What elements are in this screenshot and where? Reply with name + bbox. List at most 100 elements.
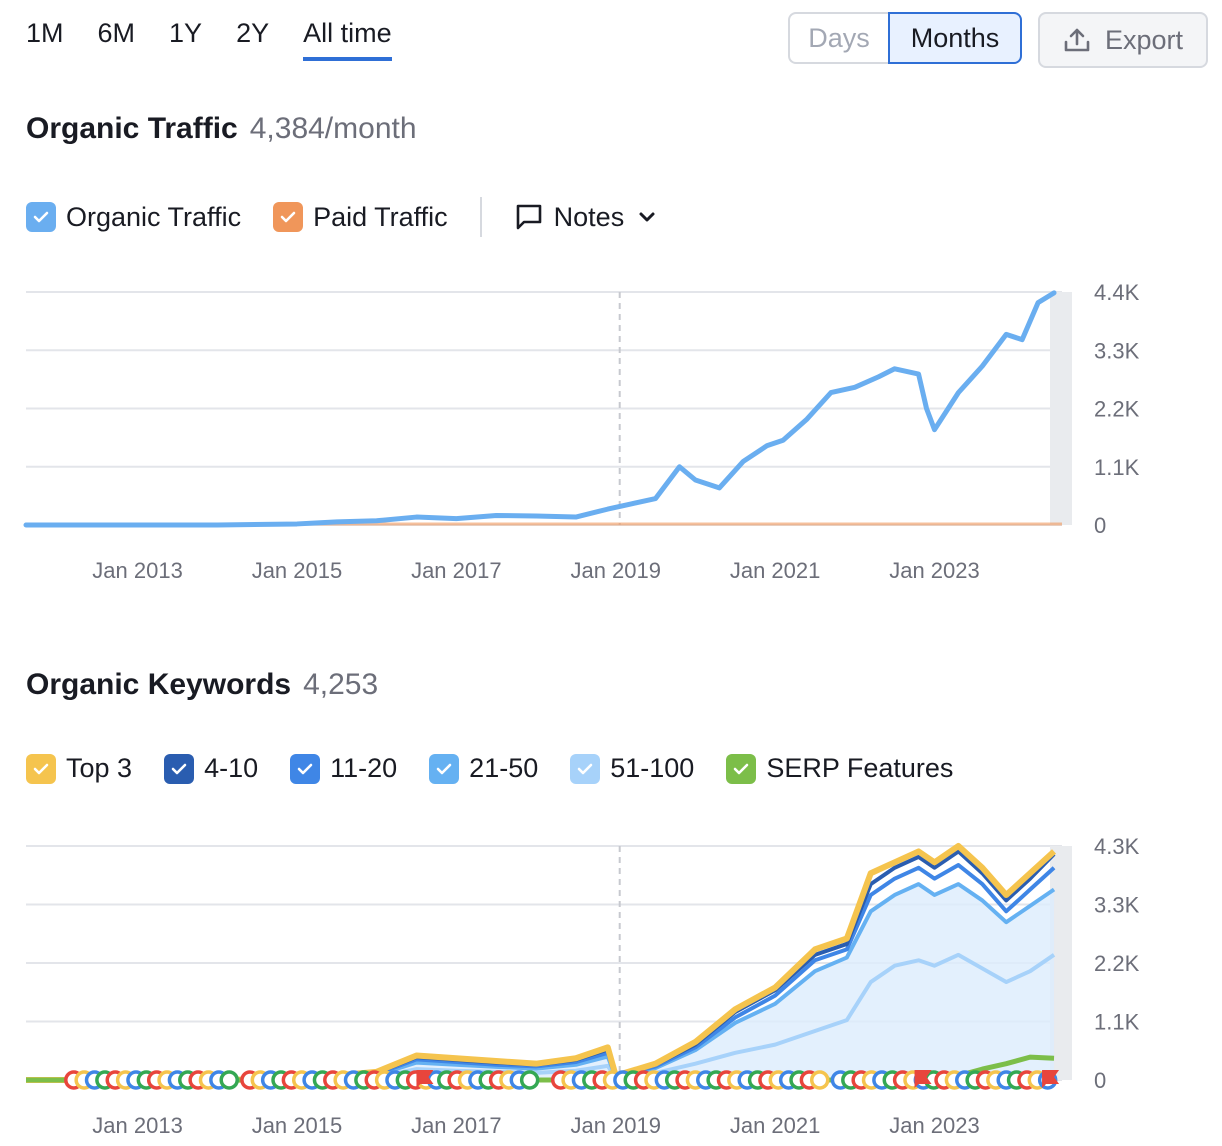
data-point xyxy=(534,513,539,518)
legend-top3[interactable]: Top 3 xyxy=(26,753,132,784)
organic-keywords-chart[interactable]: 0 1.1K 2.2K 3.3K 4.3K Jan 2013 Jan 2015 Jan 201… xyxy=(0,826,1222,1146)
legend-organic-label: Organic Traffic xyxy=(66,201,242,232)
x-tick-label: Jan 2023 xyxy=(889,558,980,583)
data-point xyxy=(892,366,897,371)
series-line-21-50 xyxy=(26,882,1056,1082)
check-icon xyxy=(570,753,601,784)
data-point xyxy=(1052,290,1057,295)
x-tick-label: Jan 2021 xyxy=(730,1113,821,1138)
months-button[interactable]: Months xyxy=(888,12,1022,64)
legend-4-10[interactable]: 4-10 xyxy=(164,753,258,784)
range-tabs: 1M 6M 1Y 2Y All time xyxy=(26,18,426,61)
data-point xyxy=(916,372,921,377)
data-point xyxy=(741,459,746,464)
data-point xyxy=(24,523,28,527)
x-tick-label: Jan 2015 xyxy=(252,558,343,583)
keywords-legend: Top 3 4-10 11-20 21-50 51-100 SERP Featu… xyxy=(26,753,985,784)
y-tick-label: 1.1K xyxy=(1094,455,1140,480)
legend-serp-label: SERP Features xyxy=(766,753,954,783)
keywords-title-text: Organic Keywords xyxy=(26,668,292,701)
y-tick-label: 0 xyxy=(1094,1068,1106,1093)
data-point xyxy=(1004,332,1009,337)
keywords-value: 4,253 xyxy=(303,668,379,701)
legend-11-20-label: 11-20 xyxy=(330,753,398,783)
export-label: Export xyxy=(1104,24,1184,55)
keywords-title: Organic Keywords 4,253 xyxy=(26,668,378,702)
data-point xyxy=(932,427,937,432)
days-button[interactable]: Days xyxy=(788,12,888,64)
y-tick-label: 3.3K xyxy=(1094,338,1140,363)
y-tick-label: 0 xyxy=(1094,513,1106,538)
x-tick-label: Jan 2019 xyxy=(570,1113,661,1138)
x-tick-label: Jan 2023 xyxy=(889,1113,980,1138)
current-period-band xyxy=(1050,292,1072,525)
y-tick-label: 4.4K xyxy=(1094,280,1140,305)
data-point xyxy=(494,513,499,518)
x-tick-label: Jan 2013 xyxy=(92,558,183,583)
y-tick-label: 2.2K xyxy=(1094,397,1140,422)
y-tick-label: 4.3K xyxy=(1094,834,1140,859)
legend-divider xyxy=(479,197,482,237)
google-update-icon xyxy=(519,1070,540,1090)
legend-organic-traffic[interactable]: Organic Traffic xyxy=(26,202,241,233)
tab-all-time[interactable]: All time xyxy=(303,18,392,61)
check-icon xyxy=(290,753,321,784)
granularity-toggle: Days Months xyxy=(788,12,1022,66)
google-update-icon xyxy=(219,1070,239,1090)
legend-serp-features[interactable]: SERP Features xyxy=(726,753,953,784)
data-point xyxy=(454,516,459,521)
data-point xyxy=(765,443,770,448)
legend-21-50-label: 21-50 xyxy=(469,753,539,783)
legend-paid-traffic[interactable]: Paid Traffic xyxy=(273,202,448,233)
google-update-icon xyxy=(809,1070,830,1090)
check-icon xyxy=(26,202,56,232)
data-point xyxy=(828,390,833,395)
export-button[interactable]: Export xyxy=(1038,12,1208,68)
data-point xyxy=(215,523,220,527)
data-point xyxy=(629,501,634,506)
data-point xyxy=(677,464,682,469)
data-point xyxy=(876,374,881,379)
tab-2y[interactable]: 2Y xyxy=(236,18,270,48)
data-point xyxy=(573,515,578,520)
legend-51-100-label: 51-100 xyxy=(610,753,695,783)
legend-11-20[interactable]: 11-20 xyxy=(290,753,397,784)
data-point xyxy=(693,477,698,482)
x-tick-label: Jan 2017 xyxy=(411,1113,502,1138)
traffic-title: Organic Traffic 4,384/month xyxy=(26,112,417,146)
tab-1m[interactable]: 1M xyxy=(26,18,64,48)
data-point xyxy=(334,519,339,524)
data-point xyxy=(374,518,379,523)
series-line-top-3 xyxy=(26,843,1057,1083)
tab-1y[interactable]: 1Y xyxy=(169,18,203,48)
data-point xyxy=(1036,300,1041,305)
y-tick-label: 2.2K xyxy=(1094,951,1140,976)
check-icon xyxy=(726,753,757,784)
check-icon xyxy=(273,202,304,232)
legend-top3-label: Top 3 xyxy=(66,753,133,783)
y-tick-label: 1.1K xyxy=(1094,1010,1140,1035)
flag-icon xyxy=(416,1070,434,1088)
series-line-11-20 xyxy=(26,863,1056,1082)
organic-traffic-chart[interactable]: 0 1.1K 2.2K 3.3K 4.4K Jan 2013 Jan 2015 Jan 201… xyxy=(0,270,1222,600)
data-point xyxy=(605,507,610,512)
chevron-down-icon xyxy=(639,212,655,222)
traffic-legend: Organic Traffic Paid Traffic Notes xyxy=(26,197,658,237)
notes-label: Notes xyxy=(553,201,625,232)
legend-21-50[interactable]: 21-50 xyxy=(429,753,538,784)
data-point xyxy=(852,385,857,390)
flag-icon xyxy=(1042,1070,1060,1088)
data-point xyxy=(294,521,299,526)
check-icon xyxy=(26,753,56,784)
traffic-title-text: Organic Traffic xyxy=(26,112,238,145)
notes-dropdown[interactable]: Notes xyxy=(514,202,659,233)
tab-6m[interactable]: 6M xyxy=(97,18,136,48)
data-point xyxy=(717,485,722,490)
y-tick-label: 3.3K xyxy=(1094,893,1140,918)
series-area-21-50 xyxy=(26,884,1055,1080)
current-period-band xyxy=(1050,846,1072,1080)
flag-icon xyxy=(914,1070,932,1088)
data-point xyxy=(924,406,929,411)
x-tick-label: Jan 2013 xyxy=(92,1113,183,1138)
legend-51-100[interactable]: 51-100 xyxy=(570,753,694,784)
